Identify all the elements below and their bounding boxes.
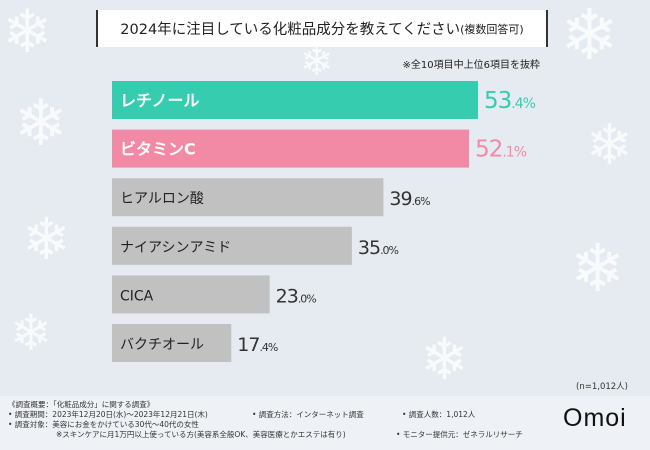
bar-label-1: レチノール — [120, 91, 200, 110]
bar-4 — [112, 226, 352, 265]
bar-label-3: ヒアルロン酸 — [120, 191, 204, 207]
bar-2 — [112, 129, 470, 168]
snowflake-decoration-icon: ❄ — [300, 39, 334, 85]
survey-period: • 調査期間：2023年12月20日(水)〜2023年12月21日(木) — [8, 410, 208, 419]
value-label-4: 35.0% — [358, 237, 399, 259]
snowflake-decoration-icon: ❄ — [2, 0, 53, 67]
bar-6 — [112, 324, 232, 362]
survey-target: • 調査対象：美容にお金をかけている30代〜40代の女性 — [8, 420, 199, 429]
value-label-1: 53.4% — [484, 88, 536, 114]
bar-1 — [112, 81, 478, 119]
bar-label-4: ナイアシンアミド — [120, 240, 231, 256]
value-label-2: 52.1% — [475, 137, 527, 163]
survey-count: • 調査人数：1,012人 — [402, 410, 476, 419]
survey-overview-heading: 《調査概要：「化粧品成分」に関する調査》 — [8, 400, 155, 409]
snowflake-decoration-icon: ❄ — [560, 0, 619, 76]
bar-label-6: バクチオール — [120, 337, 204, 353]
footer-band — [0, 396, 650, 450]
value-label-6: 17.4% — [237, 334, 278, 356]
snowflake-decoration-icon: ❄ — [570, 230, 626, 307]
snowflake-decoration-icon: ❄ — [14, 87, 68, 161]
snowflake-decoration-icon: ❄ — [420, 325, 469, 393]
sample-size-label: (n=1,012人) — [576, 382, 628, 392]
survey-method: • 調査方法：インターネット調査 — [252, 410, 364, 419]
bar-label-2: ビタミンC — [120, 140, 196, 159]
survey-provider: • モニター提供元：ゼネラルリサーチ — [396, 430, 523, 439]
snowflake-decoration-icon: ❄ — [22, 205, 71, 273]
bar-label-5: CICA — [120, 288, 154, 304]
value-label-5: 23.0% — [276, 285, 317, 307]
survey-target-note: ※スキンケアに月1万円以上使っている方(美容系全般OK、美容医療とかエステは有り… — [56, 430, 346, 439]
top-items-note: ※全10項目中上位6項目を抜粋 — [402, 60, 540, 71]
brand-logo: Omoi — [563, 404, 627, 432]
value-label-3: 39.6% — [389, 188, 430, 210]
chart-title-text: 2024年に注目している化粧品成分を教えてください — [120, 22, 461, 38]
snowflake-decoration-icon: ❄ — [586, 113, 633, 178]
bar-5 — [112, 275, 270, 314]
snowflake-decoration-icon: ❄ — [10, 304, 52, 362]
chart-title-suffix: (複数回答可) — [460, 22, 524, 36]
bar-3 — [112, 178, 384, 217]
chart-title: 2024年に注目している化粧品成分を教えてください (複数回答可) — [96, 10, 548, 47]
